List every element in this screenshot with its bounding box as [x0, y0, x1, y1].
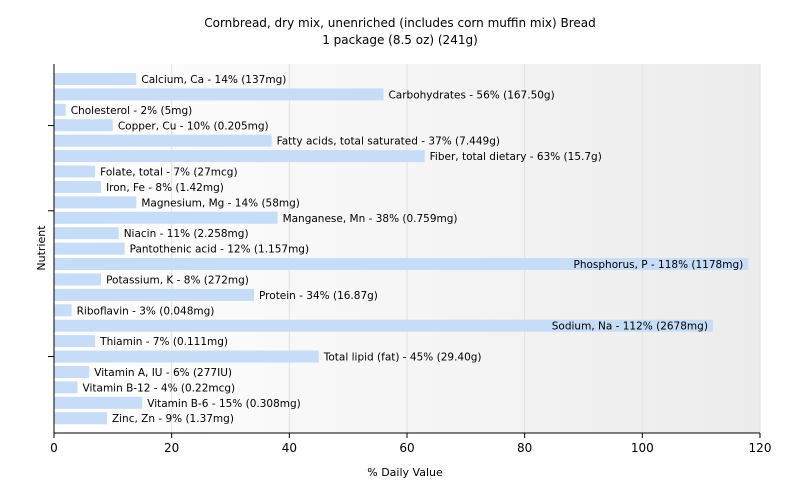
bar-label: Riboflavin - 3% (0.048mg)	[77, 305, 215, 317]
x-axis-title: % Daily Value	[367, 466, 443, 479]
bar-label: Manganese, Mn - 38% (0.759mg)	[283, 213, 458, 225]
x-tick-label: 80	[517, 441, 532, 455]
bar	[54, 365, 90, 378]
chart-title: Cornbread, dry mix, unenriched (includes…	[204, 16, 596, 30]
bar-label-group: Calcium, Ca - 14% (137mg) Carbohydrates -…	[71, 74, 743, 425]
bar-label: Carbohydrates - 56% (167.50g)	[388, 89, 554, 101]
bar	[54, 304, 72, 317]
bar-label: Iron, Fe - 8% (1.42mg)	[106, 182, 224, 194]
bar	[54, 412, 107, 425]
y-axis-ticks	[48, 125, 54, 358]
bar-label: Niacin - 11% (2.258mg)	[124, 228, 249, 240]
bar	[54, 180, 102, 193]
bar-label: Magnesium, Mg - 14% (58mg)	[141, 197, 300, 209]
bar-group	[54, 73, 749, 425]
bar	[54, 211, 278, 224]
bar-label: Protein - 34% (16.87g)	[259, 290, 378, 302]
bar-label: Copper, Cu - 10% (0.205mg)	[118, 120, 269, 132]
bar	[54, 288, 255, 301]
x-axis-ticks: 0 20 40 60 80 100 120	[50, 433, 771, 455]
bar	[54, 242, 125, 255]
bar	[54, 88, 384, 101]
chart-subtitle: 1 package (8.5 oz) (241g)	[322, 33, 478, 47]
bar	[54, 350, 319, 363]
bar-label: Zinc, Zn - 9% (1.37mg)	[112, 413, 234, 425]
bar	[54, 258, 749, 271]
bar-label: Thiamin - 7% (0.111mg)	[99, 336, 228, 348]
bar	[54, 73, 137, 85]
bar-label: Vitamin B-12 - 4% (0.22mcg)	[83, 382, 236, 394]
bar	[54, 381, 78, 394]
grid-lines	[171, 64, 761, 433]
bar-label: Total lipid (fat) - 45% (29.40g)	[323, 352, 482, 364]
bar	[54, 103, 66, 116]
bar	[54, 150, 425, 163]
bar	[54, 196, 137, 209]
bar	[54, 134, 272, 147]
y-axis-title: Nutrient	[35, 225, 48, 271]
bar	[54, 119, 113, 132]
bar-label: Sodium, Na - 112% (2678mg)	[552, 321, 708, 333]
bar	[54, 165, 96, 178]
bar-label: Calcium, Ca - 14% (137mg)	[141, 74, 286, 86]
bar-label: Folate, total - 7% (27mcg)	[100, 167, 237, 179]
bar	[54, 273, 102, 286]
x-tick-label: 60	[399, 441, 414, 455]
bar-label: Vitamin A, IU - 6% (277IU)	[94, 367, 232, 379]
bar	[54, 396, 143, 409]
bar-label: Fiber, total dietary - 63% (15.7g)	[430, 151, 602, 163]
bar-label: Cholesterol - 2% (5mg)	[71, 105, 192, 117]
bar	[54, 335, 96, 348]
bar-label: Vitamin B-6 - 15% (0.308mg)	[147, 398, 301, 410]
bar-label: Fatty acids, total saturated - 37% (7.44…	[277, 136, 500, 148]
x-tick-label: 120	[749, 441, 772, 455]
x-tick-label: 100	[631, 441, 654, 455]
bar	[54, 227, 119, 240]
x-tick-label: 40	[282, 441, 297, 455]
x-tick-label: 0	[50, 441, 58, 455]
bar-label: Potassium, K - 8% (272mg)	[106, 274, 249, 286]
bar	[54, 319, 713, 332]
bar-label: Phosphorus, P - 118% (1178mg)	[574, 259, 744, 271]
x-tick-label: 20	[164, 441, 179, 455]
bar-label: Pantothenic acid - 12% (1.157mg)	[130, 244, 309, 256]
